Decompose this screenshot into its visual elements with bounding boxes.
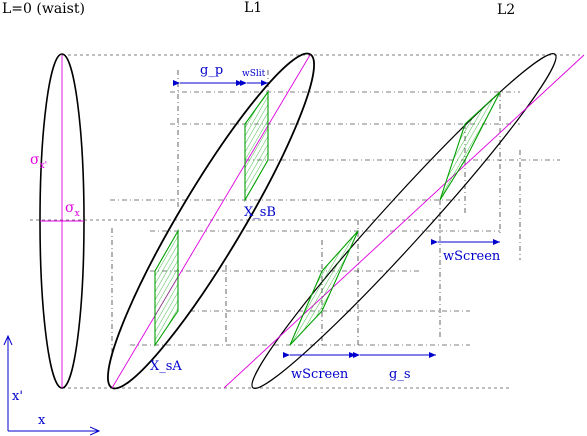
wslit-label: wSlit (242, 69, 266, 79)
l1-label: L1 (244, 0, 262, 16)
l2-ellipse (251, 53, 557, 389)
waist-label: L=0 (waist) (2, 1, 85, 17)
sigma-xp-label: σx' (30, 152, 47, 171)
reference-lines (30, 54, 580, 389)
wscreen-bottom-label: wScreen (291, 367, 349, 382)
slit-b-region (244, 90, 269, 203)
wscreen-right-label: wScreen (443, 249, 501, 264)
width-arrows (173, 80, 500, 358)
l1-axis (111, 54, 311, 389)
l2-axis (223, 54, 585, 389)
waist-ellipse-group (39, 53, 85, 389)
slit-a-region (154, 228, 179, 347)
sigma-x-label: σx (65, 200, 80, 219)
g-s-label: g_s (389, 367, 411, 382)
g-p-label: g_p (200, 63, 223, 78)
l2-ellipse-group (223, 53, 585, 389)
axis-xp-label: x' (12, 389, 23, 404)
axis-x-label: x (38, 413, 46, 428)
l1-ellipse (107, 52, 315, 390)
l1-ellipse-group (107, 52, 315, 390)
screen-b-region (439, 91, 501, 201)
x-sa-label: X_sA (150, 359, 182, 374)
x-sb-label: X_sB (244, 205, 276, 220)
screen-a-region (289, 230, 359, 346)
l2-label: L2 (497, 2, 515, 18)
corner-axes (8, 336, 99, 431)
